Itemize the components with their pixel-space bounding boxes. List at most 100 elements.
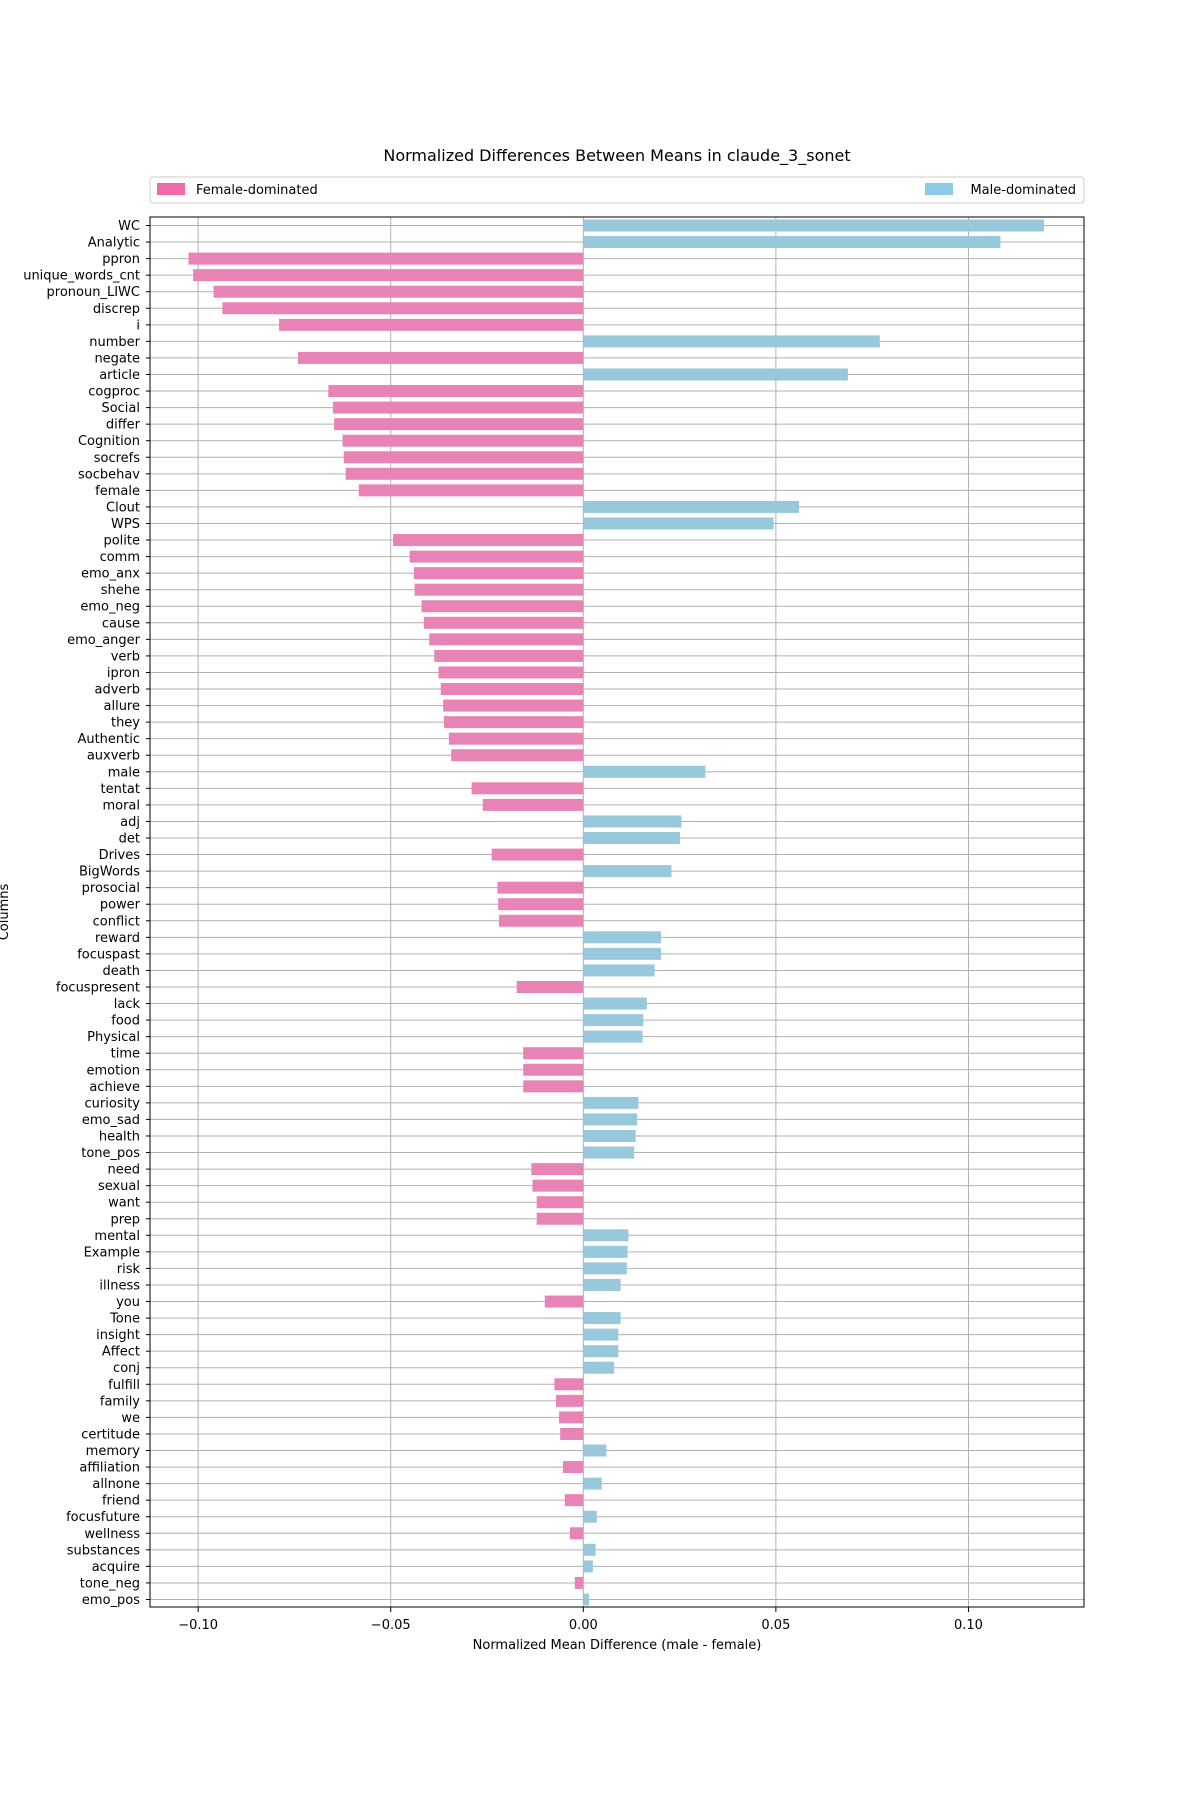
bar-adverb <box>440 683 584 696</box>
chart-title: Normalized Differences Between Means in … <box>383 146 850 166</box>
bar-acquire <box>583 1560 593 1573</box>
bar-health <box>583 1129 636 1142</box>
y-tick-label: wellness <box>84 1527 140 1542</box>
y-tick-label: Physical <box>87 1030 140 1045</box>
y-tick-label: tentat <box>101 782 141 797</box>
y-tick-label: Clout <box>106 500 140 515</box>
y-tick-label: emo_sad <box>82 1113 140 1128</box>
bar-emo_anx <box>413 567 584 580</box>
y-tick-label: shehe <box>101 583 140 598</box>
y-tick-label: prep <box>110 1212 140 1227</box>
y-tick-label: need <box>108 1163 141 1178</box>
bar-differ <box>334 418 584 431</box>
y-tick-label: friend <box>102 1494 140 1509</box>
legend-label-male: Male-dominated <box>970 183 1076 198</box>
y-tick-label: ipron <box>107 666 140 681</box>
legend-swatch-male <box>925 183 953 195</box>
plot-frame <box>149 216 1085 1608</box>
bar-socrefs <box>343 451 584 464</box>
y-tick-label: certitude <box>81 1427 140 1442</box>
y-tick-label: verb <box>111 649 140 664</box>
y-tick-label: adj <box>120 815 140 830</box>
y-tick-label: emotion <box>86 1063 140 1078</box>
bar-focuspast <box>583 947 662 960</box>
bar-Example <box>583 1245 628 1258</box>
bar-emotion <box>523 1063 584 1076</box>
y-tick-label: emo_pos <box>82 1593 140 1608</box>
y-tick-label: unique_words_cnt <box>23 269 140 284</box>
bar-tone_neg <box>574 1576 584 1589</box>
y-tick-label: sexual <box>98 1179 140 1194</box>
y-tick-label: Drives <box>99 848 141 863</box>
y-tick-label: focuspresent <box>56 980 140 995</box>
y-tick-label: Analytic <box>88 236 140 251</box>
y-tick-label: Authentic <box>77 732 140 747</box>
bar-substances <box>583 1543 596 1556</box>
bar-BigWords <box>583 865 672 878</box>
y-tick-label: focuspast <box>77 947 140 962</box>
y-tick-label: male <box>108 765 140 780</box>
bar-WPS <box>583 517 774 530</box>
x-tick-label: 0.10 <box>954 1618 983 1633</box>
y-tick-label: memory <box>86 1444 141 1459</box>
y-tick-label: fulfill <box>108 1378 140 1393</box>
y-tick-label: negate <box>94 351 140 366</box>
y-tick-label: conj <box>113 1361 140 1376</box>
bar-affiliation <box>562 1461 584 1474</box>
bar-they <box>443 716 584 729</box>
bar-want <box>536 1196 584 1209</box>
bar-cogproc <box>328 385 584 398</box>
bar-focusfuture <box>583 1510 597 1523</box>
bar-time <box>523 1047 584 1060</box>
bar-lack <box>583 997 647 1010</box>
bar-allure <box>443 699 584 712</box>
bar-friend <box>564 1494 584 1507</box>
y-tick-label: tone_pos <box>81 1146 140 1161</box>
bar-insight <box>583 1328 619 1341</box>
y-tick-label: emo_neg <box>80 600 140 615</box>
bar-conflict <box>498 914 584 927</box>
bar-death <box>583 964 655 977</box>
bar-illness <box>583 1278 621 1291</box>
y-tick-label: article <box>99 368 140 383</box>
bar-i <box>279 318 584 331</box>
y-tick-label: number <box>89 335 140 350</box>
x-tick-label: 0.00 <box>569 1618 598 1633</box>
y-axis-label: Columns <box>0 883 12 940</box>
bar-pronoun_LIWC <box>213 285 584 298</box>
y-tick-label: discrep <box>93 302 140 317</box>
bar-emo_pos <box>583 1593 590 1606</box>
y-tick-label: they <box>111 716 140 731</box>
y-tick-label: cogproc <box>88 385 140 400</box>
bar-comm <box>409 550 584 563</box>
bar-Analytic <box>583 236 1001 249</box>
bar-ppron <box>188 252 584 265</box>
y-tick-label: cause <box>102 616 140 631</box>
y-tick-label: insight <box>96 1328 140 1343</box>
bar-need <box>531 1163 584 1176</box>
y-tick-label: you <box>116 1295 140 1310</box>
y-tick-label: affiliation <box>79 1461 140 1476</box>
y-tick-label: i <box>136 318 140 333</box>
x-tick-label: 0.05 <box>761 1618 790 1633</box>
bar-emo_anger <box>429 633 584 646</box>
y-tick-label: allnone <box>92 1477 140 1492</box>
bar-polite <box>393 534 584 547</box>
y-tick-label: pronoun_LIWC <box>47 285 140 300</box>
bar-curiosity <box>583 1096 639 1109</box>
y-tick-label: mental <box>94 1229 140 1244</box>
bar-focuspresent <box>516 980 584 993</box>
y-tick-label: we <box>121 1411 140 1426</box>
bar-prosocial <box>497 881 584 894</box>
y-tick-label: socrefs <box>94 451 141 466</box>
bar-conj <box>583 1361 615 1374</box>
y-tick-label: focusfuture <box>66 1510 140 1525</box>
bar-achieve <box>523 1080 584 1093</box>
bar-discrep <box>222 302 584 315</box>
y-tick-label: Social <box>101 401 140 416</box>
y-tick-label: tone_neg <box>80 1576 140 1591</box>
bar-we <box>559 1411 584 1424</box>
bar-emo_sad <box>583 1113 638 1126</box>
